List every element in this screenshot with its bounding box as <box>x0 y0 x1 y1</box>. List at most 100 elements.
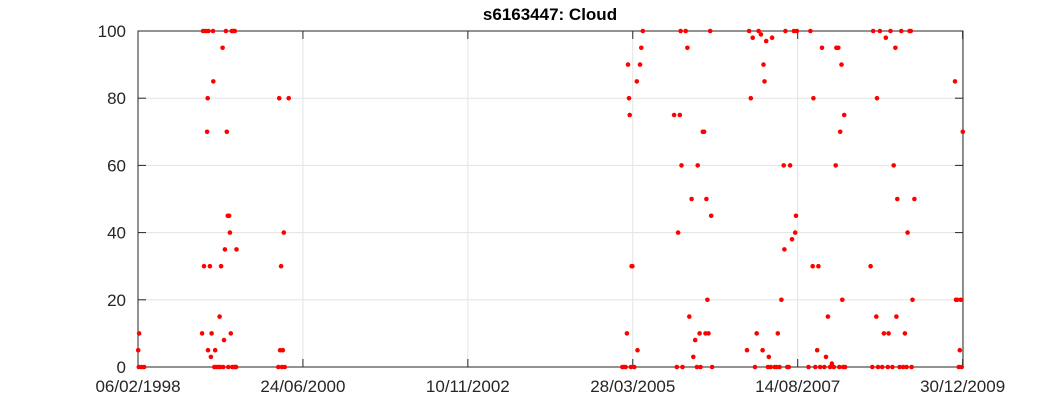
data-point <box>671 112 677 118</box>
data-point <box>870 364 875 370</box>
data-point <box>909 364 914 370</box>
data-point <box>281 230 287 235</box>
data-point <box>640 28 646 34</box>
data-point <box>879 364 885 370</box>
data-point <box>829 361 835 366</box>
data-point <box>678 28 683 34</box>
data-point <box>874 95 880 101</box>
data-point <box>900 364 906 370</box>
y-tick-label: 20 <box>107 291 126 310</box>
data-point <box>207 263 213 269</box>
data-point <box>232 28 238 34</box>
data-point <box>905 230 910 235</box>
data-point <box>685 45 690 51</box>
y-axis-tick-labels: 0 20 40 60 80 100 <box>98 22 126 377</box>
data-point <box>627 112 632 118</box>
data-point <box>839 62 844 67</box>
data-point <box>201 263 207 269</box>
data-point <box>754 331 759 336</box>
data-point <box>827 364 833 370</box>
data-point <box>637 62 643 67</box>
data-point <box>899 28 904 34</box>
y-tick-label: 0 <box>117 358 126 377</box>
data-point <box>286 95 292 101</box>
plot-area <box>137 30 964 368</box>
data-point <box>632 364 637 370</box>
data-point <box>894 314 899 319</box>
data-point <box>819 45 825 51</box>
data-point <box>701 129 707 135</box>
data-point <box>222 247 228 252</box>
data-point <box>891 163 896 168</box>
data-point <box>233 364 239 370</box>
data-point <box>223 28 229 34</box>
data-point <box>683 28 688 34</box>
data-point <box>695 163 700 168</box>
data-point <box>761 62 766 67</box>
data-point <box>831 364 837 370</box>
data-point <box>639 45 644 51</box>
x-tick-label: 30/12/2009 <box>920 377 1005 396</box>
data-point <box>697 331 702 336</box>
data-point <box>782 247 787 252</box>
data-point <box>890 364 895 370</box>
data-point <box>679 163 684 168</box>
data-point <box>763 38 769 44</box>
data-point <box>874 314 879 319</box>
data-point <box>794 28 800 34</box>
data-point <box>814 347 820 353</box>
data-point <box>634 79 640 84</box>
data-point <box>677 112 683 118</box>
data-point <box>282 364 288 370</box>
data-point <box>135 347 141 353</box>
data-point <box>762 79 767 84</box>
data-point <box>954 297 960 303</box>
data-point <box>744 347 750 353</box>
data-point <box>783 28 788 34</box>
data-point <box>837 129 843 135</box>
data-point <box>883 35 889 40</box>
data-point <box>136 331 142 336</box>
data-point <box>625 62 631 67</box>
data-point <box>687 314 692 319</box>
data-point <box>746 28 752 34</box>
data-point <box>758 32 764 37</box>
data-point <box>708 213 714 219</box>
data-point <box>792 230 798 235</box>
y-tick-label: 60 <box>107 156 126 175</box>
data-point <box>206 28 211 34</box>
data-point <box>626 95 632 101</box>
x-tick-label: 24/06/2000 <box>260 377 345 396</box>
data-point <box>205 95 210 101</box>
data-point <box>220 364 226 370</box>
data-point <box>902 331 908 336</box>
data-point <box>760 347 765 353</box>
data-point <box>775 331 781 336</box>
data-point <box>199 331 205 336</box>
data-point <box>698 364 703 370</box>
data-point <box>635 347 640 353</box>
data-point <box>217 314 222 319</box>
data-point <box>704 196 709 202</box>
data-point <box>212 347 218 353</box>
data-points <box>135 28 966 370</box>
data-point <box>768 364 773 370</box>
x-tick-label: 28/03/2005 <box>590 377 675 396</box>
data-point <box>886 331 891 336</box>
data-point <box>226 364 231 370</box>
data-point <box>881 331 887 336</box>
data-point <box>211 79 216 84</box>
data-point <box>623 364 628 370</box>
data-point <box>628 364 634 370</box>
data-point <box>960 129 966 135</box>
data-point <box>691 354 696 360</box>
data-point <box>813 364 818 370</box>
data-point <box>278 263 284 269</box>
data-point <box>630 263 635 269</box>
data-point <box>766 354 772 360</box>
data-point <box>811 95 816 101</box>
x-axis-tick-labels: 06/02/1998 24/06/2000 10/11/2002 28/03/2005… <box>95 377 1005 396</box>
data-point <box>787 163 793 168</box>
data-point <box>226 213 232 219</box>
data-point <box>875 364 881 370</box>
